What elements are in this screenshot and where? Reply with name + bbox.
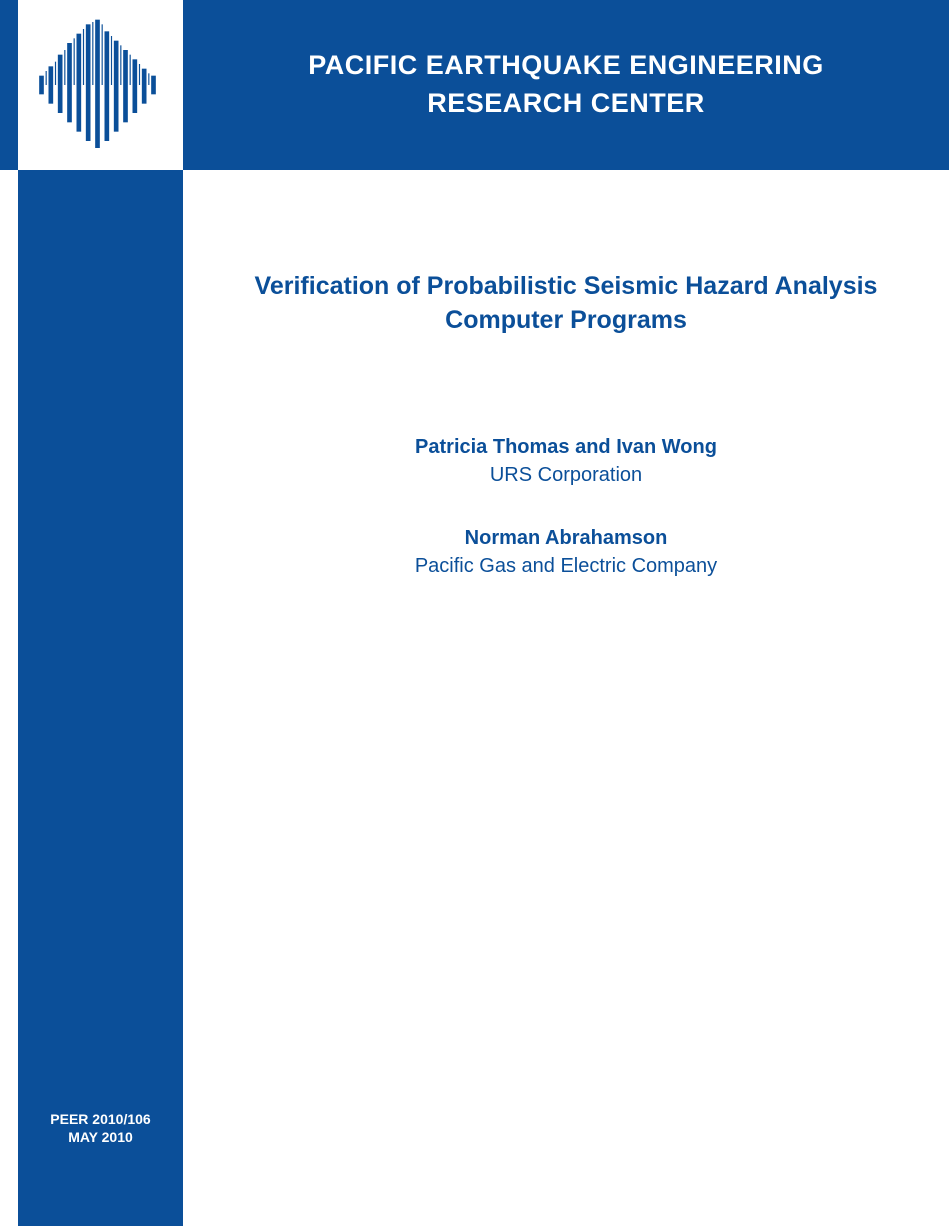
report-id: PEER 2010/106 xyxy=(18,1110,183,1128)
document-title: Verification of Probabilistic Seismic Ha… xyxy=(223,270,909,338)
main-content: Verification of Probabilistic Seismic Ha… xyxy=(183,170,949,655)
author-names-2: Norman Abrahamson xyxy=(223,524,909,552)
author-affiliation-1: URS Corporation xyxy=(223,461,909,489)
author-names-1: Patricia Thomas and Ivan Wong xyxy=(223,433,909,461)
peer-logo-icon xyxy=(31,15,171,155)
logo-container xyxy=(18,0,183,170)
org-title-line2: RESEARCH CENTER xyxy=(427,88,705,118)
organization-title: PACIFIC EARTHQUAKE ENGINEERING RESEARCH … xyxy=(308,47,824,123)
left-sidebar xyxy=(18,170,183,1226)
author-affiliation-2: Pacific Gas and Electric Company xyxy=(223,552,909,580)
org-title-line1: PACIFIC EARTHQUAKE ENGINEERING xyxy=(308,50,824,80)
report-date: MAY 2010 xyxy=(18,1128,183,1146)
footer-info: PEER 2010/106 MAY 2010 xyxy=(18,1110,183,1146)
author-block-2: Norman Abrahamson Pacific Gas and Electr… xyxy=(223,524,909,580)
author-block-1: Patricia Thomas and Ivan Wong URS Corpor… xyxy=(223,433,909,489)
